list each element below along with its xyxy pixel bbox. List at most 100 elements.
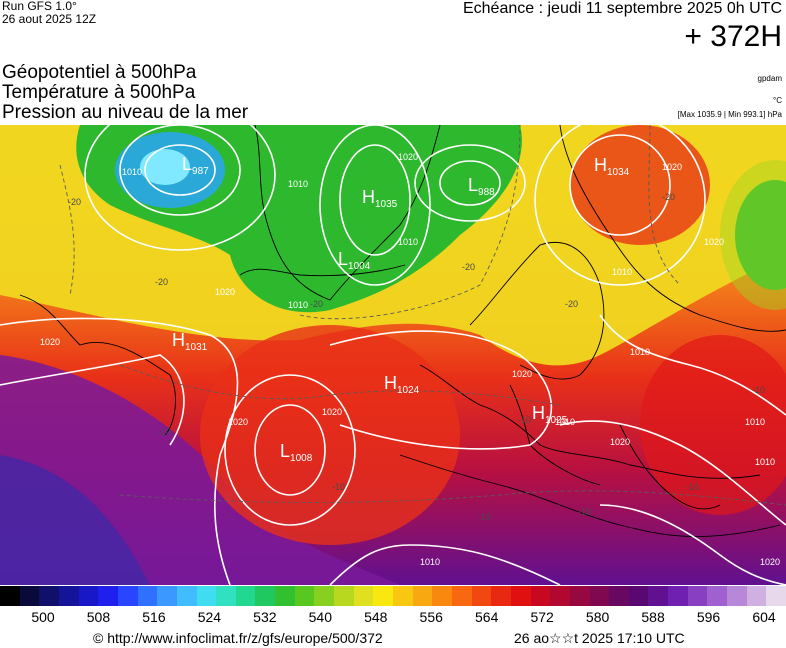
isobar-label: 1010 bbox=[398, 237, 418, 247]
isobar-label: 1010 bbox=[755, 457, 775, 467]
isobar-label: 1020 bbox=[610, 437, 630, 447]
pressure-center-low-3[interactable]: L1004 bbox=[338, 249, 371, 272]
color-scale-swatch bbox=[196, 586, 217, 606]
red-ridge-atlantic bbox=[200, 325, 460, 545]
color-scale-ticks: 500 508 516 524 532 540 548 556 564 572 580 588 596 6… bbox=[0, 609, 786, 629]
temperature-label: -10 bbox=[478, 512, 491, 522]
color-scale-swatch bbox=[314, 586, 335, 606]
color-scale-swatch bbox=[137, 586, 158, 606]
pressure-center-high-4[interactable]: H1024 bbox=[384, 373, 420, 396]
pressure-center-low-4[interactable]: L1008 bbox=[280, 441, 313, 464]
color-scale-tick: 572 bbox=[530, 609, 554, 625]
color-scale-swatch bbox=[117, 586, 139, 606]
color-scale-tick: 532 bbox=[253, 609, 277, 625]
temperature-label: -20 bbox=[662, 192, 675, 202]
color-scale-swatch bbox=[471, 586, 492, 606]
isobar-label: 1020 bbox=[228, 417, 248, 427]
color-scale-swatch bbox=[609, 586, 630, 606]
isobar-labels: 1010 1020 1010 1010 1010 1020 1020 1020 … bbox=[40, 152, 780, 567]
color-scale-swatch bbox=[589, 586, 610, 606]
pressure-center-high-3[interactable]: H1031 bbox=[172, 330, 208, 353]
isobar-label: 1020 bbox=[704, 237, 724, 247]
color-scale-swatch bbox=[58, 586, 80, 606]
isobar-label: 1010 bbox=[420, 557, 440, 567]
color-scale-tick: 500 bbox=[31, 609, 55, 625]
unit-geopotential: gpdam bbox=[757, 74, 782, 83]
color-scale-swatch bbox=[176, 586, 197, 606]
title-temperature: Température à 500hPa bbox=[2, 82, 196, 103]
color-scale-tick: 556 bbox=[419, 609, 443, 625]
color-scale-tick: 564 bbox=[475, 609, 499, 625]
isobar-label: 1020 bbox=[760, 557, 780, 567]
pressure-range: [Max 1035.9 | Min 993.1] hPa bbox=[677, 110, 782, 119]
color-scale-swatch bbox=[628, 586, 649, 606]
temperature-label: -10 bbox=[578, 507, 591, 517]
color-scale-swatch bbox=[648, 586, 669, 606]
pressure-center-low-1[interactable]: L987 bbox=[182, 154, 209, 177]
isobar-label: 1010 bbox=[555, 417, 575, 427]
color-scale-swatch bbox=[746, 586, 767, 606]
generated-time: 26 ao☆☆t 2025 17:10 UTC bbox=[514, 630, 685, 646]
color-scale-tick: 548 bbox=[364, 609, 388, 625]
copyright-url[interactable]: © http://www.infoclimat.fr/z/gfs/europe/… bbox=[93, 630, 383, 646]
weather-map[interactable]: L987 H1035 L988 H1034 L1004 H1031 H1024 … bbox=[0, 125, 786, 585]
east-yellow-rim bbox=[720, 160, 786, 310]
color-scale-swatch bbox=[275, 586, 296, 606]
isobar-label: 1010 bbox=[288, 300, 308, 310]
blue-region-southwest bbox=[0, 455, 150, 585]
color-scale-swatch bbox=[569, 586, 590, 606]
color-scale-tick: 516 bbox=[142, 609, 166, 625]
isobar-label: 1010 bbox=[122, 167, 142, 177]
color-scale-swatch bbox=[78, 586, 99, 606]
color-scale-swatch bbox=[0, 586, 21, 606]
isobar-label: 1010 bbox=[288, 179, 308, 189]
color-scale-tick: 508 bbox=[86, 609, 111, 625]
color-scale-swatch bbox=[216, 586, 237, 606]
color-scale-tick: 596 bbox=[696, 609, 721, 625]
color-scale-swatch bbox=[39, 586, 60, 606]
pressure-center-high-2[interactable]: H1034 bbox=[594, 155, 630, 178]
color-scale-swatch bbox=[550, 586, 571, 606]
color-scale-swatch bbox=[687, 586, 708, 606]
color-scale-swatch bbox=[707, 586, 728, 606]
temperature-label: -20 bbox=[155, 277, 168, 287]
isobar-label: 1010 bbox=[630, 347, 650, 357]
temperature-label: -20 bbox=[462, 262, 475, 272]
color-scale-tick: 604 bbox=[752, 609, 776, 625]
red-ridge-russia bbox=[570, 125, 710, 245]
color-scale-swatch bbox=[510, 586, 532, 606]
color-scale-swatch bbox=[393, 586, 414, 606]
color-scale-swatch bbox=[255, 586, 276, 606]
forecast-valid-time: Echéance : jeudi 11 septembre 2025 0h UT… bbox=[462, 0, 782, 17]
pressure-center-high-1[interactable]: H1035 bbox=[362, 187, 398, 210]
isobar-label: 1020 bbox=[40, 337, 60, 347]
run-label: Run GFS 1.0° bbox=[2, 0, 77, 13]
isobars bbox=[0, 125, 786, 585]
color-scale-bar bbox=[0, 586, 786, 606]
pressure-center-low-2[interactable]: L988 bbox=[468, 175, 495, 198]
coastlines bbox=[19, 125, 786, 537]
lead-time: + 372H bbox=[684, 20, 782, 53]
color-scale-swatch bbox=[451, 586, 473, 606]
isobar-label: 1020 bbox=[512, 369, 532, 379]
color-scale-tick: 588 bbox=[641, 609, 665, 625]
pressure-center-high-5[interactable]: H1025 bbox=[532, 403, 568, 426]
cold-core-center bbox=[140, 149, 190, 185]
color-scale-swatch bbox=[727, 586, 748, 606]
color-scale-swatch bbox=[157, 586, 178, 606]
color-scale-swatch bbox=[235, 586, 256, 606]
color-scale-swatch bbox=[432, 586, 453, 606]
color-scale-tick: 524 bbox=[197, 609, 222, 625]
color-scale-swatch bbox=[412, 586, 433, 606]
isobar-label: 1020 bbox=[662, 162, 682, 172]
temperature-label: -10 bbox=[686, 482, 699, 492]
color-scale-swatch bbox=[19, 586, 40, 606]
isobar-label: 1010 bbox=[745, 417, 765, 427]
color-scale-swatch bbox=[530, 586, 551, 606]
isotherms bbox=[59, 125, 786, 506]
color-scale-swatch bbox=[294, 586, 315, 606]
title-pressure: Pression au niveau de la mer bbox=[2, 102, 249, 123]
color-scale-swatch bbox=[373, 586, 394, 606]
pressure-centers: L987 H1035 L988 H1034 L1004 H1031 H1024 … bbox=[172, 154, 630, 464]
color-scale-swatch bbox=[766, 586, 786, 606]
